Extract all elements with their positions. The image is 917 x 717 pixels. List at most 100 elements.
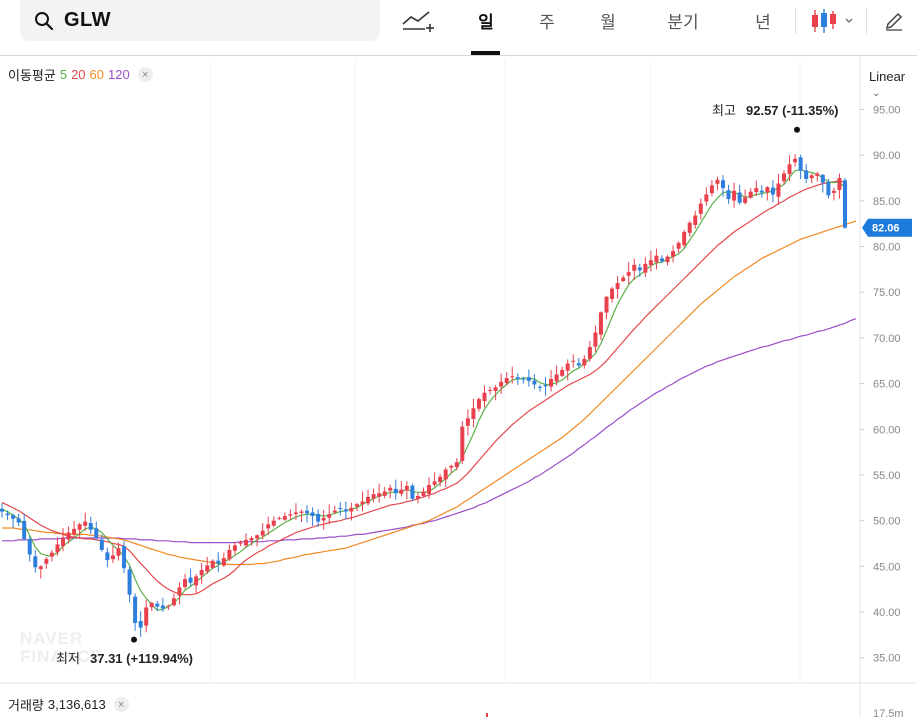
candle-body <box>149 602 154 608</box>
candle-body <box>249 538 254 541</box>
candle-body <box>693 215 698 225</box>
candle-body <box>177 587 182 596</box>
price-tick-label: 60.00 <box>873 424 901 436</box>
candle-body <box>327 514 332 518</box>
chart-grid <box>0 56 917 717</box>
volume-value: 3,136,613 <box>47 697 106 712</box>
candlestick-icon <box>812 9 853 33</box>
candle-body <box>759 190 764 193</box>
candle-body <box>593 332 598 347</box>
active-tab-indicator <box>471 51 500 55</box>
tab-year[interactable]: 년 <box>755 13 771 32</box>
candle-body <box>476 399 481 409</box>
add-indicator-button[interactable] <box>399 6 437 36</box>
candle-body <box>488 390 493 392</box>
candle-body <box>610 288 615 300</box>
candle-body <box>565 363 570 371</box>
high-marker-label: 최고 <box>712 103 736 118</box>
candle-body <box>122 546 127 569</box>
candle-body <box>732 190 737 201</box>
candle-body <box>88 523 93 530</box>
candle-body <box>715 179 720 184</box>
candle-body <box>665 256 670 263</box>
candle-body <box>83 521 88 526</box>
candle-body <box>116 548 121 556</box>
ma20-line <box>1 180 846 596</box>
candle-body <box>804 170 809 179</box>
price-tick-label: 50.00 <box>873 516 901 528</box>
close-icon[interactable]: × <box>137 67 153 82</box>
scale-select[interactable]: Linear ⌄ <box>869 69 917 99</box>
close-icon[interactable]: × <box>113 697 129 712</box>
price-tick-label: 35.00 <box>873 653 901 665</box>
draw-button[interactable] <box>880 6 908 36</box>
candle-body <box>349 507 354 512</box>
candle-body <box>571 360 576 362</box>
candle-body <box>133 596 138 623</box>
search-box[interactable]: GLW <box>20 0 380 41</box>
tab-day[interactable]: 일 <box>478 13 494 32</box>
candle-body <box>238 542 243 544</box>
volume-scale-label: 17.5m <box>873 708 904 717</box>
tab-month[interactable]: 월 <box>600 13 616 32</box>
candle-body <box>837 178 842 191</box>
candle-body <box>316 513 321 522</box>
candle-body <box>166 605 171 607</box>
candle-body <box>199 570 204 576</box>
candle-body <box>77 524 82 530</box>
naver-finance-watermark: NAVER FINANCE <box>20 629 103 666</box>
low-marker-dot <box>131 636 137 643</box>
tab-week[interactable]: 주 <box>539 13 555 32</box>
candle-body <box>160 605 165 609</box>
candle-body <box>415 495 420 499</box>
candle-body <box>704 194 709 202</box>
candle-body <box>449 465 454 468</box>
candle-body <box>587 347 592 359</box>
ma20-label: 20 <box>71 67 86 82</box>
candle-body <box>33 556 38 568</box>
candle-body <box>305 510 310 514</box>
candle-body <box>465 418 470 426</box>
candle-body <box>615 283 620 289</box>
candle-body <box>493 387 498 391</box>
candle-body <box>0 508 4 512</box>
divider <box>795 8 796 34</box>
search-icon <box>35 11 54 30</box>
high-marker-value: 92.57 (-11.35%) <box>746 103 839 118</box>
tab-quarter[interactable]: 분기 <box>667 13 699 32</box>
chart-type-select[interactable] <box>808 6 858 36</box>
candles <box>0 154 847 637</box>
candle-body <box>127 569 132 595</box>
candle-body <box>648 260 653 266</box>
ma60-label: 60 <box>89 67 105 82</box>
candle-body <box>798 157 803 171</box>
candle-body <box>427 485 432 494</box>
candle-body <box>482 392 487 402</box>
candle-body <box>654 255 659 263</box>
candle-body <box>637 267 642 271</box>
price-tick-label: 40.00 <box>873 607 901 619</box>
candle-body <box>227 549 232 560</box>
candle-body <box>244 539 249 546</box>
candle-body <box>554 374 559 382</box>
candle-body <box>94 528 99 539</box>
candle-body <box>643 263 648 273</box>
candle-body <box>598 312 603 335</box>
price-tick-label: 85.00 <box>873 196 901 208</box>
candle-body <box>499 381 504 387</box>
candle-body <box>288 514 293 516</box>
price-tick-label: 80.00 <box>873 242 901 254</box>
candle-body <box>726 190 731 200</box>
volume-label: 거래량 <box>8 698 44 713</box>
candle-body <box>438 476 443 482</box>
candle-body <box>38 566 43 570</box>
current-price-badge <box>862 218 912 237</box>
candle-body <box>682 231 687 246</box>
candle-body <box>510 376 515 378</box>
candle-body <box>770 187 775 195</box>
candle-body <box>388 487 393 491</box>
candle-body <box>105 552 110 560</box>
candle-body <box>221 558 226 566</box>
candle-body <box>155 603 160 607</box>
price-chart[interactable]: 95.00 90.00 85.00 80.00 75.00 70.00 65.00 60.00… <box>0 56 917 717</box>
